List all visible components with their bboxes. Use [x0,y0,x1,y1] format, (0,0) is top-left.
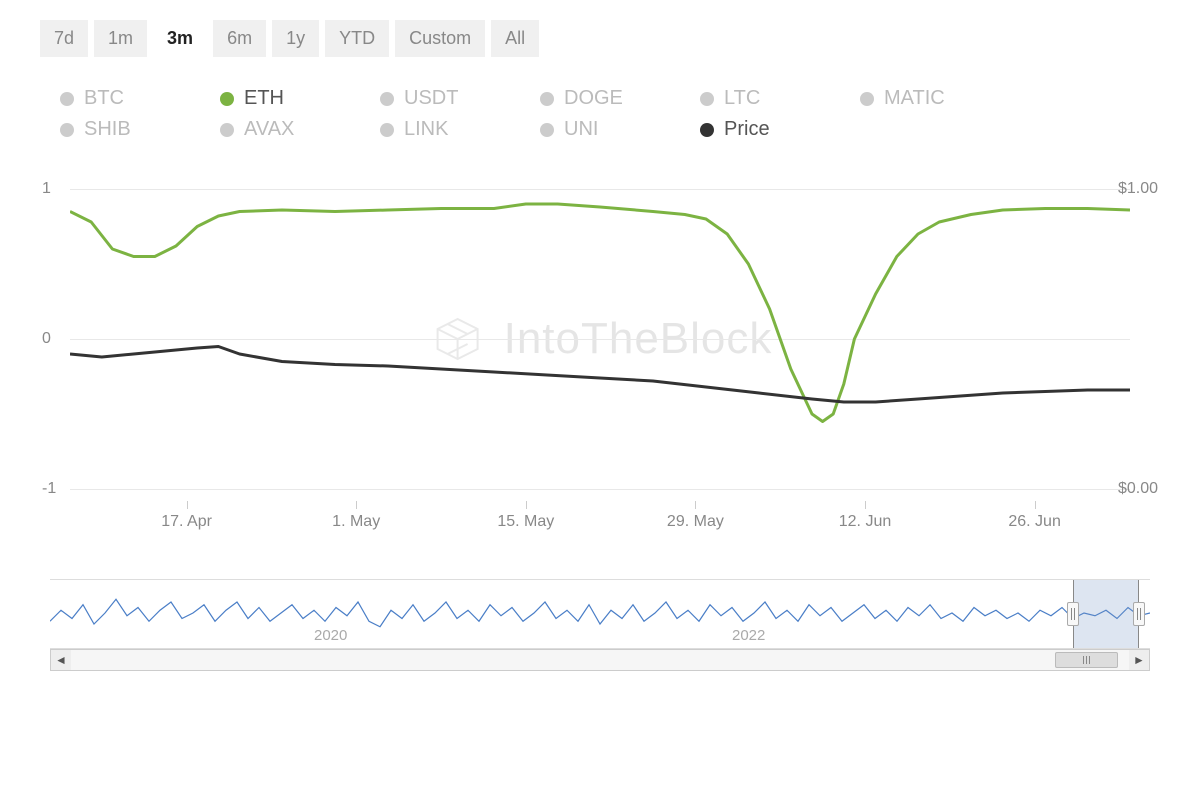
scroll-right-button[interactable]: ► [1129,650,1149,670]
x-tick [695,501,696,509]
legend-label: LTC [724,87,760,110]
navigator-line [50,599,1150,627]
navigator-svg [50,580,1150,635]
navigator-scrollbar[interactable]: ◄ ► [50,649,1150,671]
x-axis-label: 15. May [497,513,554,531]
legend-item-eth[interactable]: ETH [220,87,380,110]
navigator-handle-right[interactable] [1133,602,1145,626]
legend-dot-icon [700,92,714,106]
chart-legend: BTC ETH USDT DOGE LTC MATIC SHIB AVAX LINK UNI Pri… [40,87,1160,149]
legend-label: AVAX [244,118,294,141]
scroll-left-button[interactable]: ◄ [51,650,71,670]
legend-item-avax[interactable]: AVAX [220,118,380,141]
legend-item-link[interactable]: LINK [380,118,540,141]
legend-dot-icon [700,123,714,137]
series-line-price [70,347,1130,403]
legend-dot-icon [380,92,394,106]
x-tick [356,501,357,509]
y-left-label: 0 [42,330,51,348]
legend-dot-icon [60,123,74,137]
navigator-year-label: 2020 [314,627,347,644]
x-axis: 17. Apr 1. May 15. May 29. May 12. Jun 26. Ju… [70,509,1130,539]
legend-label: USDT [404,87,458,110]
legend-item-uni[interactable]: UNI [540,118,700,141]
navigator-handle-left[interactable] [1067,602,1079,626]
time-tab-1y[interactable]: 1y [272,20,319,57]
legend-item-matic[interactable]: MATIC [860,87,1020,110]
legend-item-shib[interactable]: SHIB [60,118,220,141]
legend-dot-icon [380,123,394,137]
y-left-label: 1 [42,180,51,198]
x-tick [1035,501,1036,509]
legend-dot-icon [60,92,74,106]
time-tab-custom[interactable]: Custom [395,20,485,57]
legend-dot-icon [860,92,874,106]
x-axis-label: 29. May [667,513,724,531]
scroll-thumb[interactable] [1055,652,1118,668]
navigator-selection[interactable] [1073,580,1139,648]
x-axis-label: 26. Jun [1008,513,1060,531]
legend-item-btc[interactable]: BTC [60,87,220,110]
series-line-eth [70,204,1130,422]
legend-label: DOGE [564,87,623,110]
scroll-track[interactable] [71,650,1129,670]
x-axis-label: 17. Apr [161,513,212,531]
time-tab-1m[interactable]: 1m [94,20,147,57]
time-tab-6m[interactable]: 6m [213,20,266,57]
legend-label: UNI [564,118,598,141]
legend-dot-icon [540,123,554,137]
navigator[interactable]: 2020 2022 [50,579,1150,649]
legend-item-price[interactable]: Price [700,118,860,141]
legend-dot-icon [220,92,234,106]
x-tick [865,501,866,509]
y-left-label: -1 [42,480,56,498]
legend-item-doge[interactable]: DOGE [540,87,700,110]
legend-dot-icon [540,92,554,106]
time-tab-3m[interactable]: 3m [153,20,207,57]
x-tick [187,501,188,509]
gridline [70,489,1130,490]
legend-label: SHIB [84,118,131,141]
legend-label: LINK [404,118,448,141]
legend-label: Price [724,118,770,141]
legend-item-ltc[interactable]: LTC [700,87,860,110]
x-tick [526,501,527,509]
time-tab-ytd[interactable]: YTD [325,20,389,57]
x-axis-label: 12. Jun [839,513,891,531]
time-range-tabs: 7d1m3m6m1yYTDCustomAll [40,20,1160,57]
legend-label: MATIC [884,87,945,110]
time-tab-all[interactable]: All [491,20,539,57]
x-axis-label: 1. May [332,513,380,531]
time-tab-7d[interactable]: 7d [40,20,88,57]
legend-label: ETH [244,87,284,110]
legend-label: BTC [84,87,124,110]
chart-svg [70,189,1130,489]
main-chart[interactable]: IntoTheBlock 10-1$1.00$0.00 [50,189,1150,489]
navigator-year-label: 2022 [732,627,765,644]
legend-dot-icon [220,123,234,137]
legend-item-usdt[interactable]: USDT [380,87,540,110]
